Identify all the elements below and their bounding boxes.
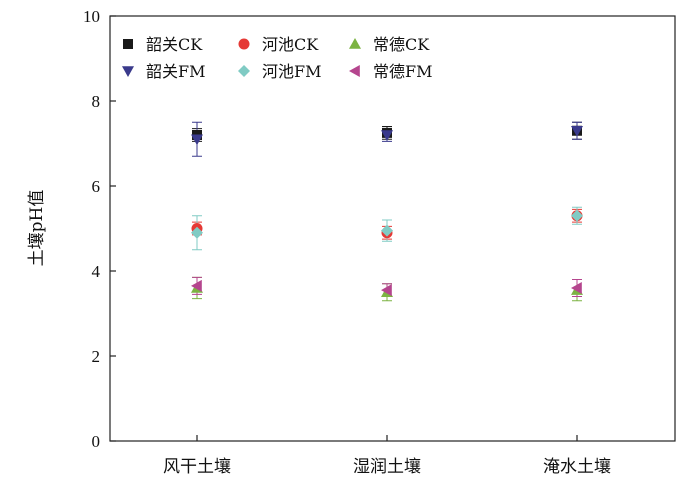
y-tick-label: 10: [83, 7, 100, 26]
data-point: [191, 226, 203, 239]
data-point: [381, 284, 392, 297]
plot-frame: [109, 15, 676, 442]
legend-marker: [238, 65, 250, 77]
legend-label: 韶关CK: [146, 35, 203, 54]
legend: 韶关CK 河池CK 常德CK 韶关FM 河池FM 常德FM: [122, 35, 433, 81]
y-tick-label: 0: [92, 432, 101, 451]
legend-marker: [349, 65, 360, 77]
legend-marker: [122, 66, 134, 77]
data-point: [381, 130, 393, 141]
data-point: [191, 279, 202, 292]
data-point: [571, 209, 583, 222]
x-tick-label: 淹水土壤: [543, 456, 611, 476]
x-tick-label: 风干土壤: [163, 456, 231, 476]
y-tick-label: 2: [92, 347, 101, 366]
legend-marker: [238, 38, 250, 50]
y-tick-label: 8: [92, 92, 101, 111]
legend-marker: [123, 39, 133, 49]
legend-label: 河池CK: [262, 35, 319, 54]
legend-label: 常德CK: [373, 35, 430, 54]
legend-label: 常德FM: [373, 62, 433, 81]
legend-label: 河池FM: [262, 62, 322, 81]
error-bars: [192, 121, 582, 302]
y-axis-title: 土壤pH值: [26, 190, 47, 267]
data-point: [191, 134, 203, 146]
axis-ticks: 0 2 4 6 8 10 风干土壤 湿润土壤 淹水土壤: [83, 7, 611, 476]
legend-marker: [349, 38, 361, 49]
legend-label: 韶关FM: [146, 62, 206, 81]
data-point: [571, 282, 582, 294]
data-points: [191, 125, 583, 298]
y-tick-label: 4: [92, 262, 101, 281]
data-point: [381, 224, 393, 237]
data-point: [571, 125, 583, 137]
x-tick-label: 湿润土壤: [353, 456, 421, 476]
y-tick-label: 6: [92, 177, 101, 196]
